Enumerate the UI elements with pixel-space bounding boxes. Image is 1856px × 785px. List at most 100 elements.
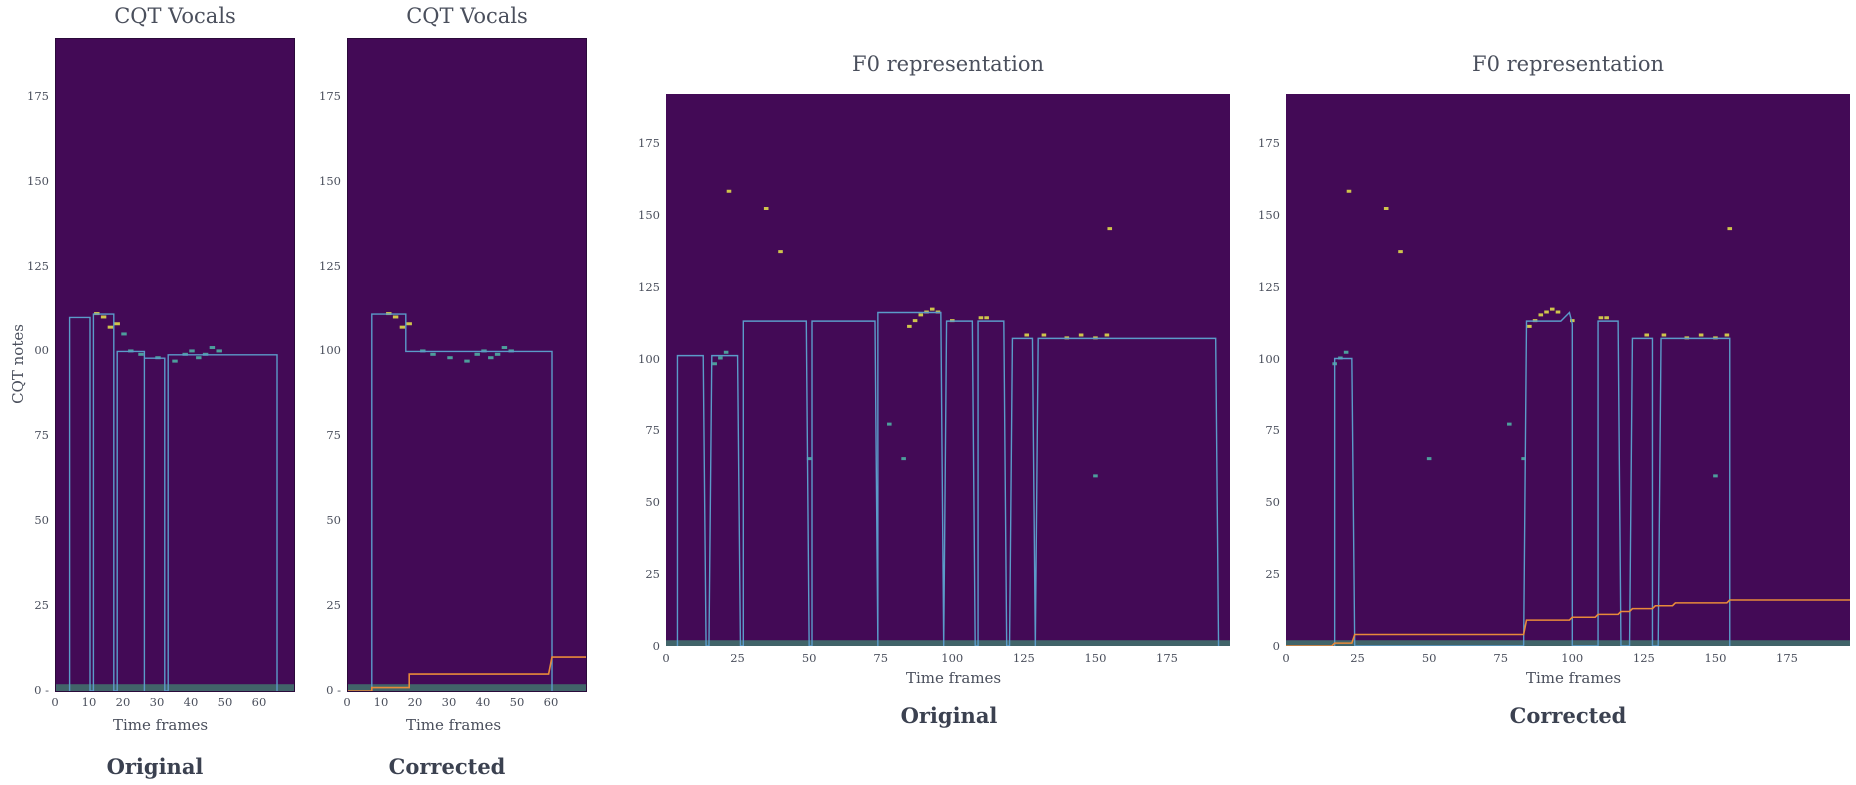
x-tick-label: 100 xyxy=(941,651,964,665)
heat-cell xyxy=(1604,316,1609,320)
heat-cell xyxy=(1538,313,1544,317)
heat-cell xyxy=(1426,457,1432,461)
chart-caption: Original xyxy=(106,754,204,779)
y-tick-label: 100 xyxy=(319,343,341,358)
heat-cell xyxy=(1093,474,1098,478)
x-tick-label: 175 xyxy=(1776,651,1798,665)
pitch-path-line xyxy=(1286,599,1850,646)
heat-cell xyxy=(763,207,769,210)
heat-cell xyxy=(1598,316,1604,320)
x-axis-label: Time frames xyxy=(906,669,1002,687)
heat-cell xyxy=(1527,324,1532,328)
heat-cell xyxy=(718,356,723,360)
chart-caption: Corrected xyxy=(388,754,506,779)
chart-title: F0 representation xyxy=(1472,52,1664,76)
y-tick-label: 75 xyxy=(1265,423,1280,438)
heat-cell xyxy=(912,319,918,323)
heatmap-plot xyxy=(666,94,1230,646)
chart-caption: Corrected xyxy=(1509,703,1627,728)
heat-cell xyxy=(1727,227,1733,231)
x-axis-label: Time frames xyxy=(113,716,209,734)
y-tick-label: 75 xyxy=(34,428,49,443)
y-tick-label: 0 - xyxy=(34,683,49,697)
x-tick-label: 40 xyxy=(475,695,491,709)
heat-cell xyxy=(1507,422,1512,426)
heat-cell xyxy=(107,325,114,329)
heat-cell xyxy=(100,315,107,319)
y-tick-label: 150 xyxy=(1258,207,1280,222)
x-tick-label: 50 xyxy=(801,651,817,665)
heat-cell xyxy=(1521,457,1526,461)
y-tick-label: 00 xyxy=(34,343,49,358)
x-tick-label: 0 xyxy=(1282,651,1290,665)
chart-title: F0 representation xyxy=(852,52,1044,76)
chart-title: CQT Vocals xyxy=(406,4,528,28)
plot-svg xyxy=(56,312,294,691)
note-segmentation-line xyxy=(371,313,553,691)
y-tick-label: 25 xyxy=(326,598,341,613)
heat-cell xyxy=(138,352,144,356)
heat-cell xyxy=(189,349,195,353)
heat-cell xyxy=(121,332,127,336)
heat-cell xyxy=(1041,333,1047,337)
y-tick-label: 0 xyxy=(652,639,660,653)
heatmap-plot xyxy=(1286,94,1850,646)
x-tick-label: 40 xyxy=(183,695,199,709)
note-segmentation-line xyxy=(68,313,278,691)
heat-cell xyxy=(209,346,216,350)
x-tick-label: 50 xyxy=(1421,651,1437,665)
x-tick-label: 75 xyxy=(1493,651,1509,665)
heat-cell xyxy=(929,307,935,311)
baseline-band xyxy=(1286,640,1850,646)
heat-cell xyxy=(1644,333,1650,337)
y-tick-label: 0 xyxy=(1272,639,1280,653)
heat-cell xyxy=(447,356,453,360)
x-tick-label: 60 xyxy=(251,695,267,709)
baseline-band xyxy=(348,684,586,691)
x-axis-label: Time frames xyxy=(1526,669,1622,687)
baseline-band xyxy=(56,684,294,691)
heat-cell xyxy=(1724,333,1730,337)
plot-svg xyxy=(348,312,586,691)
x-tick-label: 0 xyxy=(662,651,670,665)
y-tick-label: 125 xyxy=(1258,279,1280,294)
heat-cell xyxy=(430,352,436,356)
x-tick-label: 10 xyxy=(373,695,389,709)
heat-cell xyxy=(1544,310,1549,314)
heat-cell xyxy=(887,422,892,426)
heat-cell xyxy=(399,325,406,329)
chart-title: CQT Vocals xyxy=(114,4,236,28)
pitch-path-line xyxy=(348,656,586,691)
heat-cell xyxy=(501,346,508,350)
heat-cell xyxy=(392,315,399,319)
x-tick-label: 75 xyxy=(873,651,889,665)
y-tick-label: 125 xyxy=(27,258,49,273)
x-tick-label: 150 xyxy=(1704,651,1727,665)
y-tick-label: 125 xyxy=(319,258,341,273)
x-axis-label: Time frames xyxy=(406,716,502,734)
y-tick-label: 50 xyxy=(1265,495,1280,510)
heat-cell xyxy=(984,316,989,320)
heat-cell xyxy=(1555,310,1561,314)
heat-cell xyxy=(172,359,178,363)
note-segmentation-line xyxy=(676,311,1220,646)
y-tick-label: 150 xyxy=(638,207,660,222)
x-tick-label: 125 xyxy=(1632,651,1655,665)
plot-svg xyxy=(1286,189,1850,646)
heat-cell xyxy=(1661,333,1667,337)
heat-cell xyxy=(778,250,783,254)
y-tick-label: 75 xyxy=(645,423,660,438)
heat-cell xyxy=(1024,333,1030,337)
heat-cell xyxy=(1570,319,1575,323)
heat-cell xyxy=(1078,333,1084,337)
x-tick-label: 10 xyxy=(81,695,97,709)
x-tick-label: 25 xyxy=(730,651,745,665)
y-tick-label: 175 xyxy=(1258,135,1280,150)
x-tick-label: 50 xyxy=(217,695,233,709)
x-tick-label: 100 xyxy=(1561,651,1584,665)
x-tick-label: 175 xyxy=(1156,651,1178,665)
x-tick-label: 60 xyxy=(543,695,559,709)
x-tick-label: 0 xyxy=(343,695,351,709)
heat-cell xyxy=(494,352,501,356)
heat-cell xyxy=(1713,474,1718,478)
